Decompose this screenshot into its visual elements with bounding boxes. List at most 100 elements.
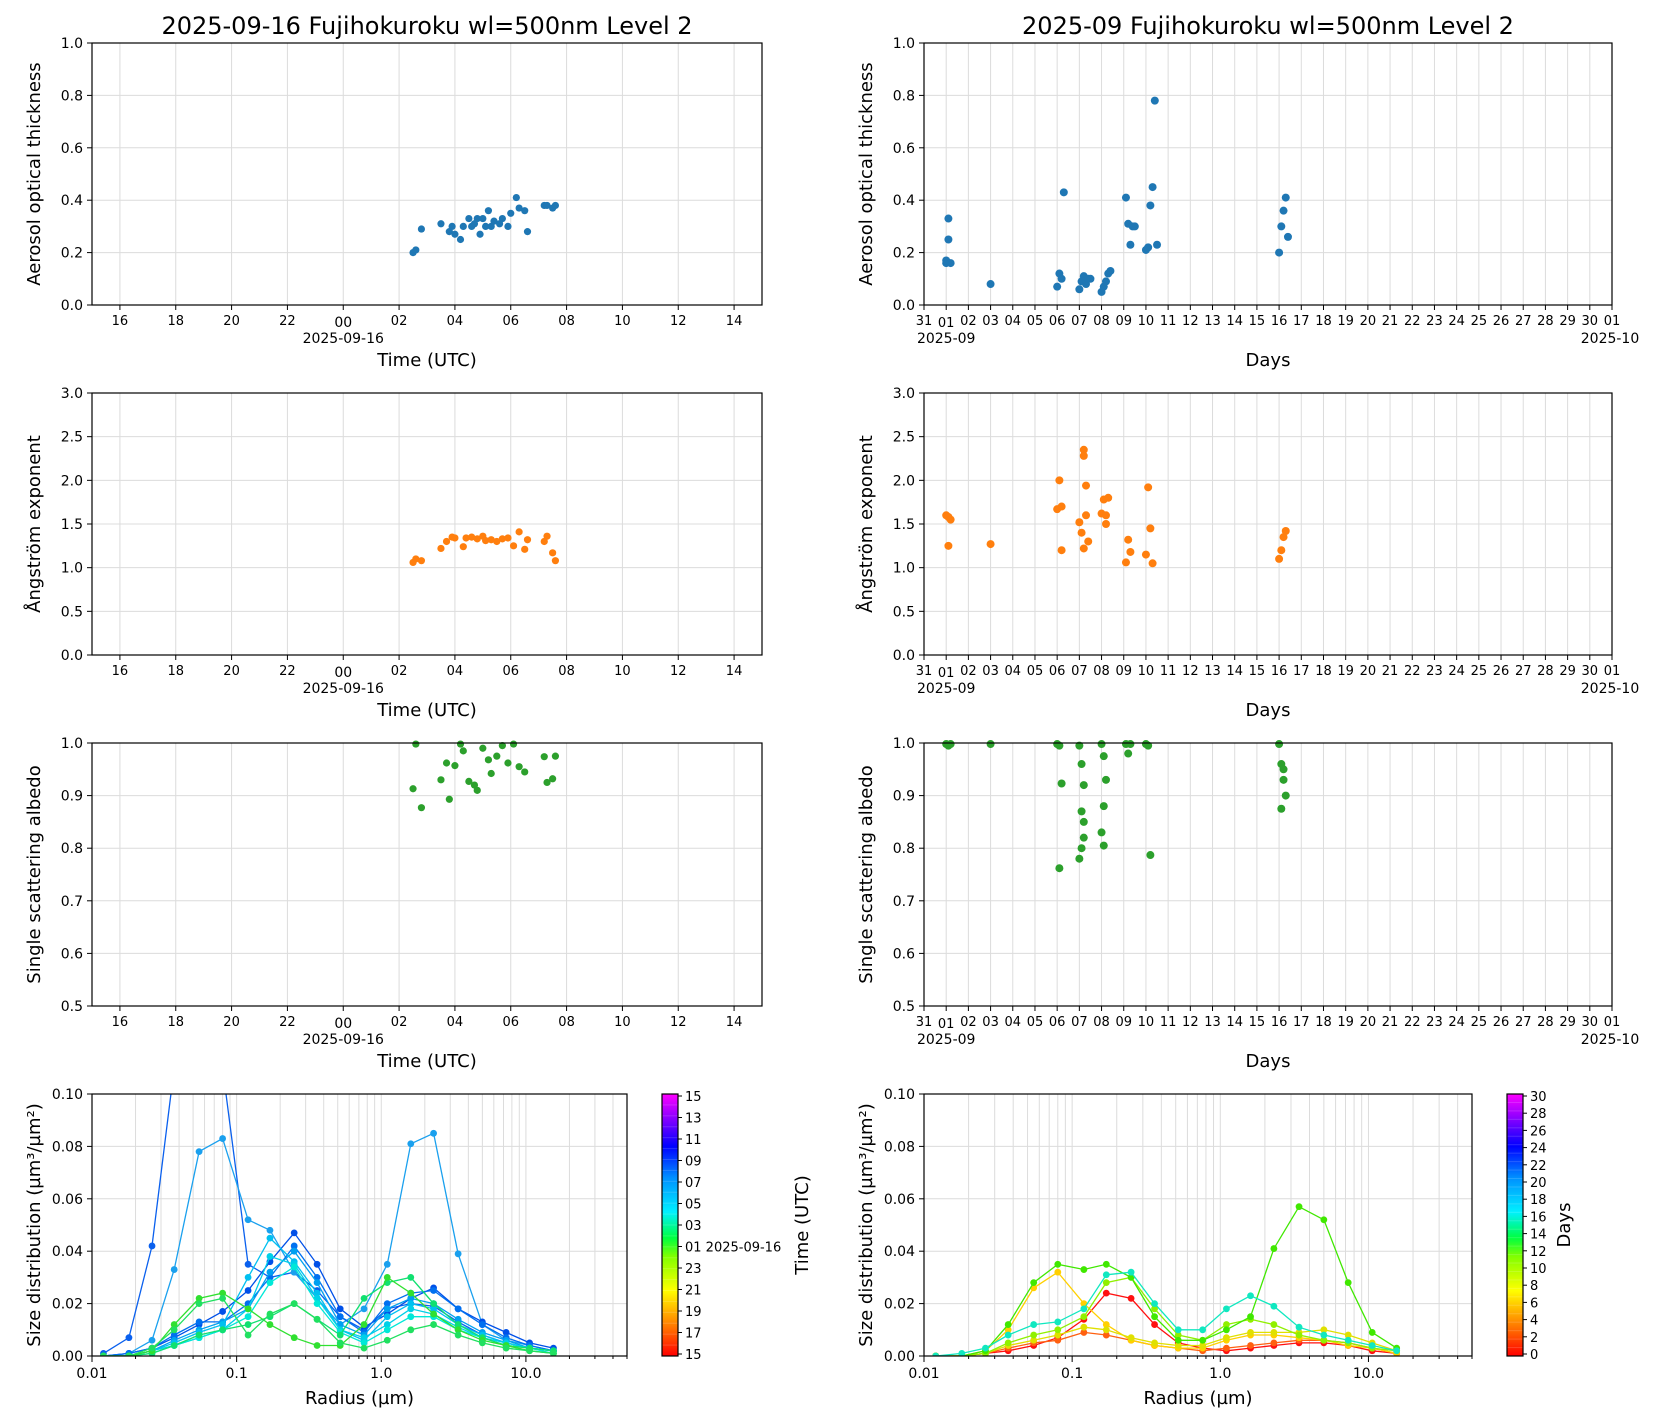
data-point xyxy=(1295,1203,1303,1211)
data-point xyxy=(1320,1331,1328,1339)
x-tick-label: 22 xyxy=(279,1015,296,1030)
data-point xyxy=(1279,765,1288,774)
data-point xyxy=(521,207,529,215)
data-point xyxy=(383,1321,391,1328)
x-tick-label: 12 xyxy=(1182,1015,1199,1030)
data-points xyxy=(409,193,560,257)
y-tick-label: 1.0 xyxy=(61,736,83,752)
data-point xyxy=(219,1326,227,1334)
data-point xyxy=(407,1305,415,1313)
y-tick-label: 1.0 xyxy=(61,36,83,52)
x-tick-label: 08 xyxy=(1093,664,1110,679)
x-tick-label: 16 xyxy=(112,664,129,679)
x-tick-label: 01 xyxy=(1604,314,1621,329)
data-point xyxy=(1030,1321,1038,1328)
data-point xyxy=(1097,828,1106,837)
data-point xyxy=(1368,1342,1376,1349)
data-point xyxy=(1102,1289,1110,1297)
x-tick-label: 01 xyxy=(938,666,955,681)
x-tick-label: 25 xyxy=(1471,1015,1488,1030)
data-point xyxy=(1393,1347,1401,1355)
data-point xyxy=(1053,282,1062,291)
data-point xyxy=(244,1321,252,1328)
x-tick-label: 15 xyxy=(1249,664,1266,679)
data-point xyxy=(1030,1279,1038,1287)
data-point xyxy=(219,1289,227,1297)
data-point xyxy=(437,776,445,784)
data-point xyxy=(1126,740,1135,749)
data-point xyxy=(482,536,490,545)
data-point xyxy=(487,536,495,544)
y-axis-label: Ångström exponent xyxy=(855,435,877,613)
data-point xyxy=(1320,1216,1328,1224)
x-tick-label: 04 xyxy=(1005,1015,1022,1030)
y-tick-label: 0.02 xyxy=(52,1297,83,1313)
data-point xyxy=(407,1326,415,1334)
data-point xyxy=(412,246,420,254)
x-tick-label: 30 xyxy=(1582,664,1599,679)
y-tick-label: 0.9 xyxy=(893,789,915,805)
data-point xyxy=(1121,558,1130,567)
x-tick-label: 13 xyxy=(1204,664,1221,679)
data-point xyxy=(1146,851,1155,860)
x-tick-label: 19 xyxy=(1337,664,1354,679)
data-point xyxy=(244,1305,252,1313)
data-point xyxy=(1146,201,1155,210)
x-month-end-label: 2025-10 xyxy=(1581,1032,1640,1048)
x-tick-label: 09 xyxy=(1115,664,1132,679)
data-point xyxy=(515,763,523,771)
data-point xyxy=(1247,1342,1254,1349)
data-point xyxy=(1124,749,1133,758)
x-tick-label: 12 xyxy=(670,314,687,329)
x-tick-label: 07 xyxy=(1071,314,1088,329)
x-tick-label: 30 xyxy=(1582,1015,1599,1030)
data-point xyxy=(170,1342,178,1349)
data-point xyxy=(521,768,529,776)
data-point xyxy=(1127,1294,1135,1302)
data-point xyxy=(523,536,532,544)
y-tick-label: 1.5 xyxy=(61,517,83,533)
x-tick-label: 28 xyxy=(1537,664,1554,679)
daily-ssa-panel: 16 18 20 22 00 02 04 06 08 10 12 14 2025-09-16 Time (… xyxy=(24,736,763,1072)
data-point xyxy=(456,235,465,244)
x-month-start-label: 2025-09 xyxy=(917,681,976,697)
data-point xyxy=(958,1349,966,1356)
data-point xyxy=(1277,804,1286,813)
x-tick-label: 27 xyxy=(1515,314,1532,329)
colorbar-tick-label: 30 xyxy=(1530,1090,1547,1105)
data-point xyxy=(409,785,417,793)
data-point xyxy=(932,1352,940,1356)
data-point xyxy=(195,1294,203,1302)
x-tick-label: 05 xyxy=(1027,314,1044,329)
series-line xyxy=(100,1294,557,1356)
data-point xyxy=(360,1294,368,1302)
data-point xyxy=(1104,493,1113,502)
data-point xyxy=(1054,1260,1062,1268)
data-point xyxy=(1281,526,1290,535)
data-point xyxy=(504,759,512,767)
x-tick-label: 08 xyxy=(1093,314,1110,329)
y-tick-label: 0.0 xyxy=(893,298,915,314)
y-tick-label: 3.0 xyxy=(893,386,915,402)
data-point xyxy=(219,1064,226,1071)
x-tick-label: 16 xyxy=(112,314,129,329)
x-tick-label: 14 xyxy=(1226,314,1243,329)
data-point xyxy=(437,220,445,228)
data-point xyxy=(451,534,459,542)
data-point xyxy=(1057,546,1066,555)
data-point xyxy=(1004,1331,1012,1339)
colorbar-tick-label: 16 xyxy=(1530,1210,1547,1225)
x-tick-label: 17 xyxy=(1293,664,1310,679)
y-tick-label: 0.9 xyxy=(61,789,83,805)
data-point xyxy=(1127,1274,1135,1281)
data-point xyxy=(219,1294,227,1302)
data-point xyxy=(1270,1321,1278,1328)
monthly-aot-panel: 31 01 02 03 04 05 06 07 08 09 10 11 12 13 14 15 16 17 18 19… xyxy=(856,36,1639,371)
data-point xyxy=(1295,1323,1303,1331)
data-point xyxy=(1121,193,1130,202)
x-tick-label: 11 xyxy=(1160,314,1177,329)
x-tick-label: 12 xyxy=(670,664,687,679)
x-tick-label: 31 xyxy=(916,664,933,679)
y-axis-label: Single scattering albedo xyxy=(856,765,877,983)
data-point xyxy=(383,1300,391,1307)
